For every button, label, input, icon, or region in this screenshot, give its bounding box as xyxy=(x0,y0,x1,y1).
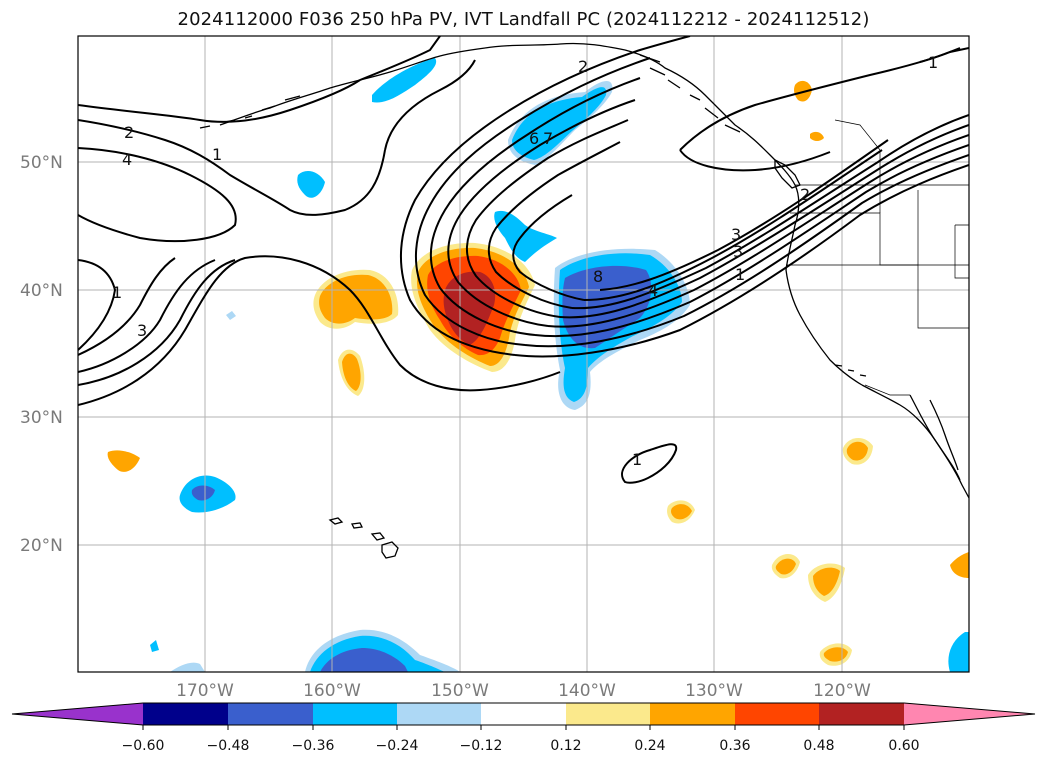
colorbar-segment xyxy=(819,703,904,725)
latitude-labels: 50°N 40°N 30°N 20°N xyxy=(20,153,63,556)
contour-label: 4 xyxy=(122,150,132,169)
contour-label: 2 xyxy=(124,123,134,142)
negative-anomaly-edge-2 xyxy=(948,632,969,672)
longitude-labels: 170°W 160°W 150°W 140°W 130°W 120°W xyxy=(176,681,871,701)
colorbar-extend-max xyxy=(904,703,1035,725)
lat-label: 40°N xyxy=(20,281,63,301)
contour-label: 3 xyxy=(731,225,741,244)
colorbar-tick: 0.24 xyxy=(634,738,665,754)
negative-anomaly-south xyxy=(305,629,460,672)
contour-label: 1 xyxy=(632,450,642,469)
negative-anomaly-alaska xyxy=(372,58,437,103)
lon-label: 140°W xyxy=(558,681,616,701)
contour-label: 1 xyxy=(112,283,122,302)
colorbar-segment xyxy=(650,703,735,725)
contour-label: 8 xyxy=(593,267,603,286)
positive-anomaly-east-1 xyxy=(842,437,873,465)
positive-anomaly-edge xyxy=(950,552,969,578)
contour-label: 3 xyxy=(137,321,147,340)
contour-label: 6 xyxy=(529,129,539,148)
positive-anomaly-west xyxy=(313,269,399,329)
colorbar-tick: 0.60 xyxy=(888,738,919,754)
colorbar: −0.60 −0.48 −0.36 −0.24 −0.12 0.12 0.24 … xyxy=(11,702,1036,754)
colorbar-tick: −0.48 xyxy=(207,738,250,754)
colorbar-tick: 0.12 xyxy=(550,738,581,754)
negative-anomaly-tiny-2 xyxy=(226,311,236,320)
positive-anomaly-canada-2 xyxy=(810,131,824,141)
lat-label: 30°N xyxy=(20,408,63,428)
colorbar-segment xyxy=(481,703,566,725)
contour-labels: 2 4 1 3 6 7 8 4 3 2 3 1 2 1 1 1 xyxy=(112,53,938,469)
colorbar-segment xyxy=(735,703,819,725)
map-title: 2024112000 F036 250 hPa PV, IVT Landfall… xyxy=(177,9,870,30)
contour-label: 1 xyxy=(928,53,938,72)
colorbar-tick: 0.48 xyxy=(803,738,834,754)
contour-label: 2 xyxy=(578,57,588,76)
contour-label: 1 xyxy=(735,265,745,284)
negative-anomaly-small-1 xyxy=(297,170,325,198)
contour-label: 4 xyxy=(648,281,658,300)
negative-anomaly-edge-1 xyxy=(170,662,205,672)
colorbar-extend-min xyxy=(12,703,143,725)
gridlines xyxy=(78,36,969,672)
colorbar-tick: −0.36 xyxy=(292,738,335,754)
lon-label: 130°W xyxy=(685,681,743,701)
colorbar-segment xyxy=(566,703,650,725)
negative-anomaly-north xyxy=(508,81,613,165)
colorbar-segment xyxy=(228,703,313,725)
negative-anomaly-tiny xyxy=(150,640,159,652)
negative-anomaly-mid xyxy=(494,210,557,262)
map-frame xyxy=(77,35,970,673)
positive-anomaly-far-west xyxy=(107,450,140,472)
colorbar-segment xyxy=(313,703,397,725)
lon-label: 120°W xyxy=(813,681,871,701)
contour-label: 3 xyxy=(733,242,743,261)
negative-anomaly-southwest xyxy=(179,475,236,513)
positive-anomaly-small xyxy=(338,349,365,396)
contour-label: 2 xyxy=(800,185,810,204)
pv-contours xyxy=(78,36,969,484)
colorbar-segment xyxy=(397,703,481,725)
lon-label: 150°W xyxy=(431,681,489,701)
colorbar-segment xyxy=(143,703,228,725)
colorbar-tick: −0.12 xyxy=(460,738,503,754)
lat-label: 20°N xyxy=(20,536,63,556)
lon-label: 160°W xyxy=(303,681,361,701)
positive-anomaly-central xyxy=(411,242,535,372)
positive-anomaly-east-3 xyxy=(771,554,800,579)
colorbar-tick: −0.24 xyxy=(376,738,419,754)
lon-label: 170°W xyxy=(176,681,234,701)
lat-label: 50°N xyxy=(20,153,63,173)
colorbar-tick: −0.60 xyxy=(122,738,165,754)
positive-anomaly-mid-south xyxy=(667,500,695,524)
colorbar-tick: 0.36 xyxy=(719,738,750,754)
contour-label: 1 xyxy=(212,145,222,164)
positive-anomaly-east-2 xyxy=(808,563,845,602)
contour-label: 7 xyxy=(543,129,553,148)
